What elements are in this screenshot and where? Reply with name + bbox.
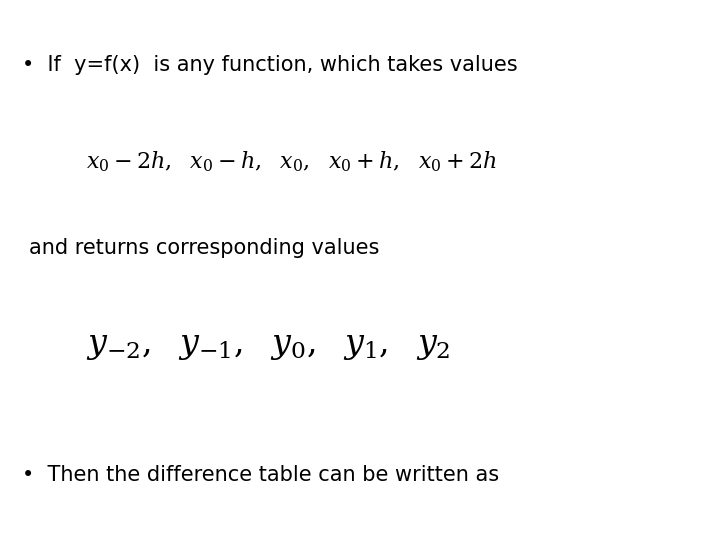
Text: •  If  y=f(x)  is any function, which takes values: • If y=f(x) is any function, which takes… (22, 55, 517, 75)
Text: and returns corresponding values: and returns corresponding values (29, 238, 379, 259)
Text: $x_0 - 2h,\ \ x_0 - h,\ \ x_0,\ \ x_0 + h,\ \ x_0 + 2h$: $x_0 - 2h,\ \ x_0 - h,\ \ x_0,\ \ x_0 + … (86, 150, 497, 174)
Text: $y_{-2},\ \ y_{-1},\ \ y_0,\ \ y_1,\ \ y_2$: $y_{-2},\ \ y_{-1},\ \ y_0,\ \ y_1,\ \ y… (86, 329, 451, 362)
Text: •  Then the difference table can be written as: • Then the difference table can be writt… (22, 465, 499, 485)
